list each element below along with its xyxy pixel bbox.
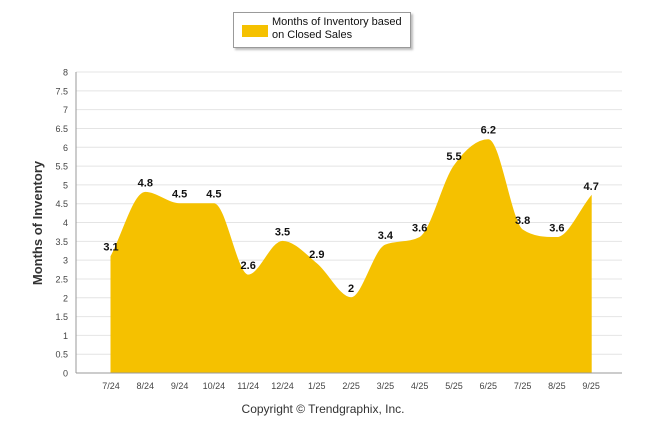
data-label: 6.2: [481, 125, 496, 137]
y-tick-label: 7: [63, 105, 68, 115]
y-tick-label: 3.5: [55, 237, 68, 247]
y-axis-title: Months of Inventory: [30, 160, 45, 285]
y-tick-label: 1: [63, 331, 68, 341]
y-tick-label: 7.5: [55, 86, 68, 96]
x-tick-label: 9/24: [171, 381, 189, 391]
copyright-text: Copyright © Trendgraphix, Inc.: [241, 402, 405, 416]
x-tick-label: 5/25: [445, 381, 463, 391]
data-label: 2.9: [309, 249, 324, 261]
x-tick-label: 12/24: [271, 381, 294, 391]
data-labels: 3.1 4.8 4.5 4.5 2.6 3.5 2.9 2 3.4 3.6 5.5 6.2 3.8 3.6…: [103, 125, 598, 295]
legend-label-line-1: Months of Inventory based: [272, 16, 402, 28]
axes: [75, 72, 622, 374]
x-tick-label: 7/24: [102, 381, 120, 391]
y-tick-label: 4: [63, 218, 68, 228]
legend-label-line-2: on Closed Sales: [272, 29, 353, 41]
y-tick-label: 1.5: [55, 312, 68, 322]
y-tick-label: 0.5: [55, 350, 68, 360]
x-tick-label: 8/25: [548, 381, 566, 391]
y-tick-label: 2.5: [55, 274, 68, 284]
y-tick-label: 5.5: [55, 162, 68, 172]
y-tick-label: 4.5: [55, 199, 68, 209]
legend: Months of Inventory based on Closed Sale…: [233, 12, 411, 48]
data-label: 3.4: [378, 230, 394, 242]
y-tick-label: 6: [63, 143, 68, 153]
x-tick-label: 1/25: [308, 381, 326, 391]
x-tick-labels: 7/24 8/24 9/24 10/24 11/24 12/24 1/25 2/25 3/25 4…: [102, 381, 600, 391]
x-tick-label: 3/25: [377, 381, 395, 391]
x-tick-label: 10/24: [203, 381, 226, 391]
x-tick-label: 6/25: [480, 381, 498, 391]
x-tick-label: 2/25: [342, 381, 360, 391]
data-label: 4.5: [172, 189, 187, 201]
y-tick-label: 6.5: [55, 124, 68, 134]
x-tick-label: 9/25: [582, 381, 600, 391]
y-tick-label: 2: [63, 293, 68, 303]
legend-swatch: [242, 25, 268, 37]
y-tick-label: 5: [63, 180, 68, 190]
data-label: 3.6: [412, 223, 427, 235]
x-tick-label: 11/24: [237, 381, 259, 391]
data-label: 4.8: [138, 177, 153, 189]
x-tick-label: 8/24: [137, 381, 155, 391]
x-tick-label: 4/25: [411, 381, 429, 391]
legend-label: Months of Inventory based on Closed Sale…: [272, 16, 408, 42]
data-label: 3.8: [515, 215, 530, 227]
data-label: 2.6: [241, 260, 256, 272]
data-label: 2: [348, 283, 354, 295]
data-label: 4.7: [584, 181, 599, 193]
data-label: 3.6: [549, 223, 564, 235]
data-label: 3.1: [103, 241, 118, 253]
y-tick-label: 3: [63, 256, 68, 266]
y-tick-label: 0: [63, 369, 68, 379]
data-label: 5.5: [446, 151, 461, 163]
series-area: [110, 139, 592, 374]
y-tick-label: 8: [63, 68, 68, 78]
data-label: 4.5: [206, 189, 221, 201]
data-label: 3.5: [275, 226, 290, 238]
x-tick-label: 7/25: [514, 381, 532, 391]
series-area-shape: [110, 139, 592, 374]
y-tick-labels: 0 0.5 1 1.5 2 2.5 3 3.5 4 4.5 5 5.5 6 6.5 7 7.5 8: [55, 68, 68, 379]
